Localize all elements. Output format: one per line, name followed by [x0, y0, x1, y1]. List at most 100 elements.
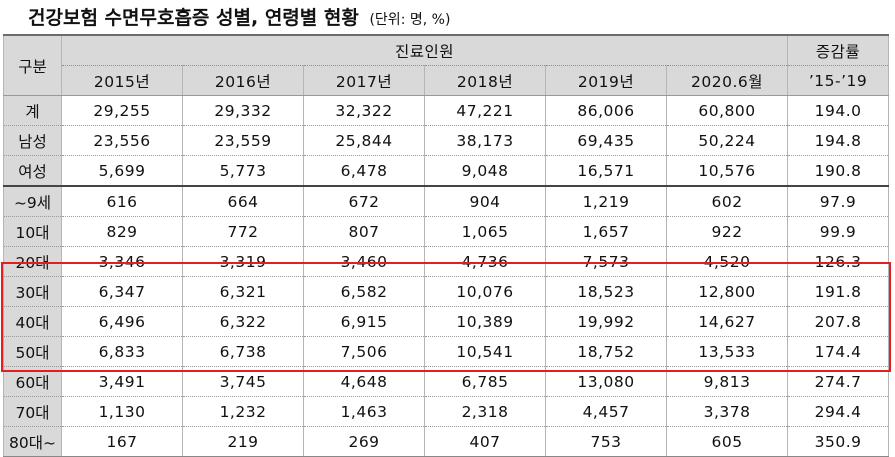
table-cell: 25,844 [303, 125, 425, 156]
table-cell: 219 [182, 426, 304, 457]
row-label: 남성 [3, 125, 62, 156]
rate-cell: 126.3 [787, 246, 890, 277]
rate-cell: 194.8 [787, 125, 890, 156]
table-cell: 23,556 [61, 125, 183, 156]
table-cell: 2,318 [424, 396, 546, 427]
table-cell: 167 [61, 426, 183, 457]
header-year: 2020.6월 [665, 65, 789, 96]
table-row: 20대 3,346 3,319 3,460 4,736 7,573 4,520 126.3 [3, 246, 890, 277]
row-label: 30대 [3, 276, 62, 307]
table-cell: 3,745 [182, 366, 304, 397]
table-cell: 69,435 [545, 125, 667, 156]
table-cell: 50,224 [665, 125, 789, 156]
table-cell: 3,346 [61, 246, 183, 277]
table-cell: 13,080 [545, 366, 667, 397]
row-label: 70대 [3, 396, 62, 427]
table-row: ~9세 616 664 672 904 1,219 602 97.9 [3, 185, 890, 217]
page-title: 건강보험 수면무호흡증 성별, 연령별 현황 (단위: 명, %) [28, 4, 450, 32]
table-cell: 6,915 [303, 306, 425, 337]
table-cell: 407 [424, 426, 546, 457]
header-year: 2015년 [61, 65, 183, 96]
table-cell: 4,736 [424, 246, 546, 277]
table-cell: 6,321 [182, 276, 304, 307]
table-cell: 10,541 [424, 336, 546, 367]
rate-cell: 190.8 [787, 155, 890, 187]
table-cell: 753 [545, 426, 667, 457]
data-table: 구분 진료인원 증감률 2015년 2016년 2017년 2018년 2019… [3, 34, 890, 457]
table-cell: 1,232 [182, 396, 304, 427]
row-label: 여성 [3, 155, 62, 187]
row-label: 20대 [3, 246, 62, 277]
table-cell: 19,992 [545, 306, 667, 337]
table-cell: 10,076 [424, 276, 546, 307]
table-cell: 3,378 [665, 396, 789, 427]
table-cell: 29,332 [182, 95, 304, 126]
rate-cell: 294.4 [787, 396, 890, 427]
table-cell: 1,463 [303, 396, 425, 427]
table-cell: 922 [665, 216, 789, 247]
table-cell: 772 [182, 216, 304, 247]
table-cell: 6,738 [182, 336, 304, 367]
table-cell: 9,813 [665, 366, 789, 397]
header-row-top: 구분 진료인원 증감률 [3, 34, 890, 96]
unit-note: (단위: 명, %) [369, 12, 451, 28]
table-cell: 3,491 [61, 366, 183, 397]
table-cell: 6,496 [61, 306, 183, 337]
table-cell: 904 [424, 185, 546, 217]
table-cell: 1,657 [545, 216, 667, 247]
table-cell: 6,582 [303, 276, 425, 307]
table-cell: 1,065 [424, 216, 546, 247]
table-cell: 6,478 [303, 155, 425, 187]
table-cell: 829 [61, 216, 183, 247]
title-text: 건강보험 수면무호흡증 성별, 연령별 현황 [28, 7, 359, 29]
table-cell: 7,573 [545, 246, 667, 277]
table-cell: 807 [303, 216, 425, 247]
header-year: 2016년 [182, 65, 304, 96]
table-cell: 29,255 [61, 95, 183, 126]
table-row: 80대~ 167 219 269 407 753 605 350.9 [3, 426, 890, 457]
table-cell: 605 [665, 426, 789, 457]
table-row: 50대 6,833 6,738 7,506 10,541 18,752 13,533 174.… [3, 336, 890, 367]
table-cell: 7,506 [303, 336, 425, 367]
table-row: 30대 6,347 6,321 6,582 10,076 18,523 12,800 191.… [3, 276, 890, 307]
row-label: 계 [3, 95, 62, 126]
table-cell: 4,648 [303, 366, 425, 397]
header-rate-period: ’15-’19 [787, 65, 890, 96]
rate-cell: 191.8 [787, 276, 890, 307]
table-cell: 6,785 [424, 366, 546, 397]
table-cell: 9,048 [424, 155, 546, 187]
table-cell: 1,219 [545, 185, 667, 217]
rate-cell: 194.0 [787, 95, 890, 126]
table-cell: 16,571 [545, 155, 667, 187]
table-row: 40대 6,496 6,322 6,915 10,389 19,992 14,627 207.… [3, 306, 890, 337]
header-group-patients: 진료인원 [60, 34, 789, 66]
table-cell: 6,833 [61, 336, 183, 367]
table-cell: 47,221 [424, 95, 546, 126]
table-cell: 10,576 [665, 155, 789, 187]
table-cell: 269 [303, 426, 425, 457]
row-label: 10대 [3, 216, 62, 247]
table-cell: 12,800 [665, 276, 789, 307]
table-cell: 86,006 [545, 95, 667, 126]
table-cell: 14,627 [665, 306, 789, 337]
rate-cell: 274.7 [787, 366, 890, 397]
table-row: 70대 1,130 1,232 1,463 2,318 4,457 3,378 294.4 [3, 396, 890, 427]
row-label: 40대 [3, 306, 62, 337]
table-cell: 6,347 [61, 276, 183, 307]
table-row: 남성 23,556 23,559 25,844 38,173 69,435 50,224 19… [3, 125, 890, 156]
table-cell: 1,130 [61, 396, 183, 427]
table-row: 여성 5,699 5,773 6,478 9,048 16,571 10,576 190.8 [3, 155, 890, 187]
table-cell: 4,520 [665, 246, 789, 277]
table-cell: 616 [61, 185, 183, 217]
rate-cell: 99.9 [787, 216, 890, 247]
table-cell: 23,559 [182, 125, 304, 156]
row-label: 60대 [3, 366, 62, 397]
header-year: 2018년 [424, 65, 546, 96]
table-cell: 3,319 [182, 246, 304, 277]
table-cell: 38,173 [424, 125, 546, 156]
header-rate: 증감률 [787, 34, 890, 66]
row-label: ~9세 [3, 185, 62, 217]
table-row: 10대 829 772 807 1,065 1,657 922 99.9 [3, 216, 890, 247]
rate-cell: 97.9 [787, 185, 890, 217]
header-year: 2017년 [303, 65, 425, 96]
